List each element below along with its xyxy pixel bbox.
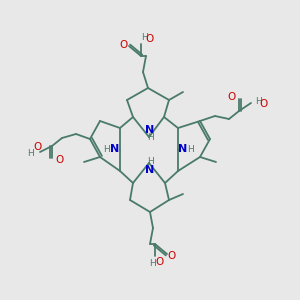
Text: H: H bbox=[147, 134, 153, 142]
Text: H: H bbox=[28, 149, 34, 158]
Text: O: O bbox=[34, 142, 42, 152]
Text: O: O bbox=[120, 40, 128, 50]
Text: H: H bbox=[103, 145, 110, 154]
Text: H: H bbox=[147, 158, 153, 166]
Text: N: N bbox=[146, 165, 154, 175]
Text: H: H bbox=[188, 145, 194, 154]
Text: N: N bbox=[146, 125, 154, 135]
Text: O: O bbox=[145, 34, 153, 44]
Text: O: O bbox=[227, 92, 235, 102]
Text: N: N bbox=[178, 144, 188, 154]
Text: H: H bbox=[255, 98, 261, 106]
Text: O: O bbox=[56, 155, 64, 165]
Text: O: O bbox=[168, 251, 176, 261]
Text: O: O bbox=[259, 99, 267, 109]
Text: O: O bbox=[156, 257, 164, 267]
Text: N: N bbox=[110, 144, 120, 154]
Text: H: H bbox=[141, 32, 147, 41]
Text: H: H bbox=[148, 260, 155, 268]
